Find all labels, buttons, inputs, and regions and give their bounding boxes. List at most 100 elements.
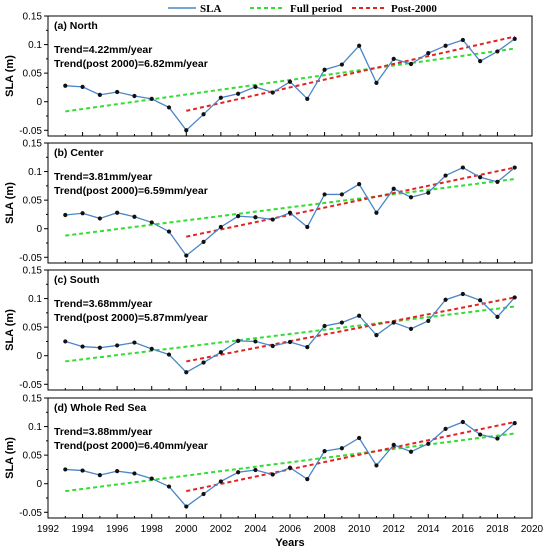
- sla-point: [97, 92, 102, 97]
- sla-point: [478, 175, 483, 180]
- sla-point: [115, 343, 120, 348]
- y-axis-title: SLA (m): [4, 55, 16, 97]
- sla-point: [391, 442, 396, 447]
- x-tick-label: 1996: [106, 524, 129, 535]
- sla-point: [166, 484, 172, 489]
- trend-annotation: Trend=4.22mm/year: [54, 44, 152, 56]
- sla-point: [305, 345, 310, 350]
- sla-point: [115, 210, 120, 215]
- y-tick-label: 0.15: [23, 139, 43, 150]
- sla-point: [426, 318, 431, 323]
- sla-point: [166, 352, 172, 357]
- sla-point: [149, 96, 154, 101]
- trend-annotation: Trend=3.68mm/year: [54, 298, 152, 310]
- sla-point: [184, 128, 189, 133]
- sla-point: [287, 79, 293, 84]
- sla-point: [339, 62, 344, 67]
- sla-point: [426, 190, 431, 195]
- sla-point: [270, 90, 275, 95]
- sla-point: [132, 93, 137, 99]
- y-tick-label: -0.05: [19, 508, 42, 519]
- x-tick-label: 2014: [417, 524, 440, 535]
- x-axis-title: Years: [275, 537, 304, 549]
- y-axis-title: SLA (m): [4, 437, 16, 479]
- plot-frame: [47, 269, 533, 391]
- sla-point: [408, 61, 414, 67]
- x-tick-label: 1992: [37, 524, 60, 535]
- y-tick-label: 0.1: [28, 40, 42, 51]
- sla-point: [512, 36, 517, 41]
- x-tick-label: 2020: [521, 524, 544, 535]
- sla-point: [115, 469, 120, 474]
- panel-whole-red-sea: -0.05 0 0.05 0.1 0.15 SLA (m) (d) Whole Red Se…: [4, 394, 533, 519]
- y-tick-label: 0.15: [23, 266, 43, 277]
- x-tick-label: 1994: [71, 524, 94, 535]
- sla-point: [80, 84, 85, 89]
- y-tick-label: 0: [36, 224, 42, 235]
- y-tick-label: -0.05: [19, 253, 42, 264]
- x-tick-label: 2002: [210, 524, 233, 535]
- panel-title: (a) North: [54, 20, 98, 32]
- sla-point: [305, 477, 310, 482]
- legend-label-full-period: Full period: [290, 3, 342, 15]
- sla-point: [236, 91, 241, 96]
- sla-point: [512, 165, 517, 170]
- sla-point: [132, 471, 137, 476]
- trend-annotation: Trend(post 2000)=6.82mm/year: [54, 58, 208, 70]
- trend-line-post-2000: [186, 421, 515, 493]
- sla-point: [322, 323, 327, 329]
- legend-label-sla: SLA: [200, 3, 221, 15]
- x-tick-label: 2018: [486, 524, 509, 535]
- sla-point: [97, 345, 102, 350]
- sla-point: [63, 212, 68, 218]
- sla-point: [184, 253, 189, 258]
- panel-north: -0.05 0 0.05 0.1 0.15 SLA (m) (a) North Trend=4…: [4, 12, 533, 137]
- sla-point: [287, 210, 293, 215]
- sla-point: [63, 467, 68, 472]
- sla-point: [253, 215, 258, 220]
- y-tick-label: 0.1: [28, 167, 42, 178]
- panel-south: -0.05 0 0.05 0.1 0.15 SLA (m) (c) South Trend=3…: [4, 266, 533, 391]
- y-axis-title: SLA (m): [4, 309, 16, 351]
- sla-point: [80, 468, 85, 473]
- trend-annotation: Trend=3.88mm/year: [54, 426, 152, 438]
- sla-point: [357, 43, 362, 48]
- x-tick-label: 2012: [383, 524, 406, 535]
- sla-point: [218, 95, 223, 100]
- sla-point: [115, 89, 120, 95]
- sla-point: [305, 96, 310, 101]
- trend-line-post-2000: [186, 166, 515, 238]
- panel-title: (c) South: [54, 274, 100, 286]
- plot-frame: [47, 15, 533, 137]
- y-tick-label: 0.05: [23, 451, 43, 462]
- sla-point: [132, 340, 137, 345]
- sla-point: [322, 192, 327, 197]
- trend-annotation: Trend(post 2000)=6.59mm/year: [54, 185, 208, 197]
- sla-point: [374, 210, 379, 215]
- sla-point: [443, 297, 448, 302]
- sla-point: [391, 186, 396, 191]
- sla-point: [426, 441, 431, 446]
- sla-point: [495, 314, 500, 319]
- sla-point: [236, 338, 241, 343]
- sla-point: [97, 216, 102, 221]
- sla-point: [443, 173, 448, 178]
- sla-point: [460, 165, 465, 170]
- sla-point: [287, 465, 293, 470]
- sla-point: [374, 333, 379, 338]
- sla-point: [478, 432, 483, 437]
- sla-point: [218, 350, 223, 355]
- y-tick-label: 0.1: [28, 294, 42, 305]
- panel-title: (b) Center: [54, 147, 104, 159]
- sla-point: [339, 192, 344, 197]
- sla-point: [149, 476, 154, 481]
- trend-line-post-2000: [186, 296, 515, 363]
- sla-point: [218, 479, 223, 484]
- sla-point: [166, 105, 172, 110]
- legend-label-post-2000: Post-2000: [391, 3, 437, 15]
- y-tick-label: 0: [36, 351, 42, 362]
- sla-point: [339, 320, 344, 325]
- y-tick-label: 0: [36, 97, 42, 108]
- sla-point: [460, 37, 465, 43]
- sla-point: [443, 426, 448, 431]
